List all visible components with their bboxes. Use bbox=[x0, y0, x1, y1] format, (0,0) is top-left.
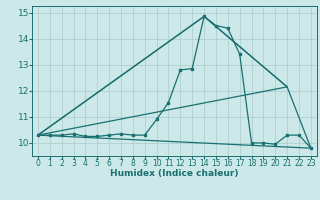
X-axis label: Humidex (Indice chaleur): Humidex (Indice chaleur) bbox=[110, 169, 239, 178]
